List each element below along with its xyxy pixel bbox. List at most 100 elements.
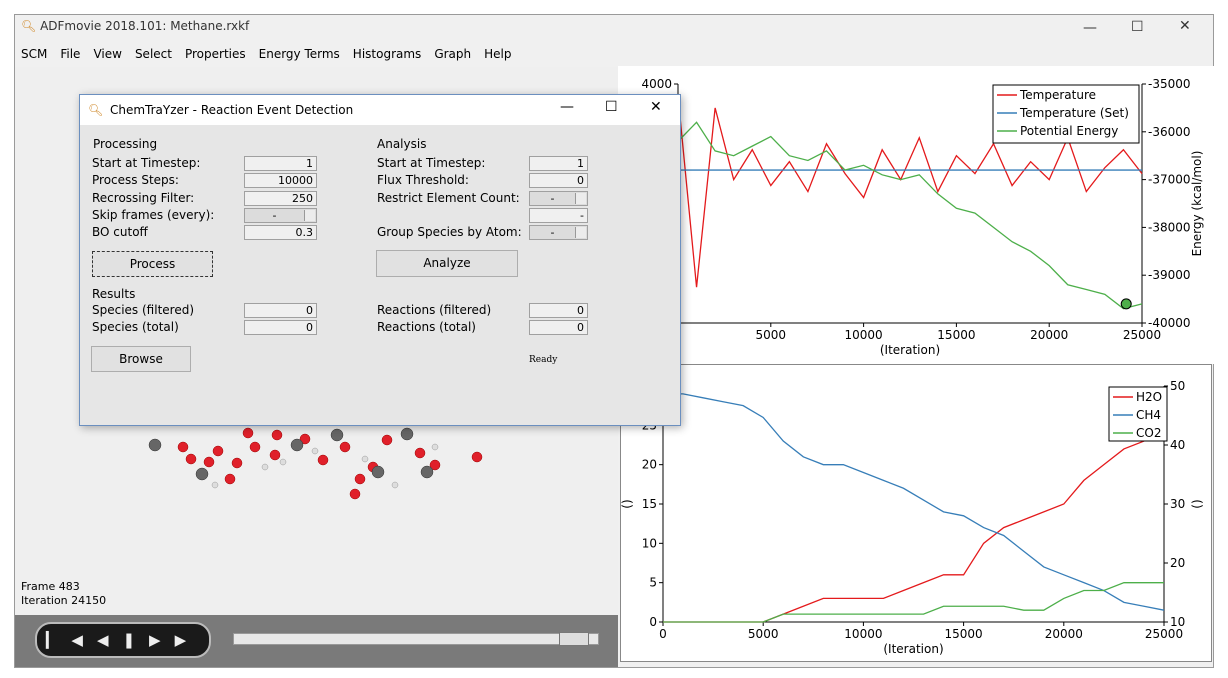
legend-box xyxy=(1108,386,1168,442)
legend-label: Temperature xyxy=(1019,88,1096,102)
x-tick-label: 10000 xyxy=(844,627,882,641)
dialog: 🔍︎ ChemTraYzer - Reaction Event Detectio… xyxy=(79,94,681,426)
y2-tick-label: 10 xyxy=(1170,615,1185,629)
x-tick-label: 20000 xyxy=(1045,627,1083,641)
y2-tick-label: -37000 xyxy=(1148,173,1191,187)
y2-tick-label: -40000 xyxy=(1148,316,1191,330)
iteration-label: Iteration 24150 xyxy=(21,594,107,607)
y2-tick-label: 30 xyxy=(1170,497,1185,511)
legend-label: Potential Energy xyxy=(1020,124,1118,138)
frame-label: Frame 483 xyxy=(21,580,80,593)
legend-label: H2O xyxy=(1136,390,1162,404)
field-input[interactable]: 0 xyxy=(244,320,317,335)
field-label: Flux Threshold: xyxy=(377,173,469,188)
menu-item[interactable]: Energy Terms xyxy=(258,47,340,61)
dialog-title: ChemTraYzer - Reaction Event Detection xyxy=(110,103,354,117)
field-input[interactable]: - xyxy=(244,207,317,223)
window-controls[interactable]: — ☐ ✕ xyxy=(1083,18,1191,36)
y-tick-label: 0 xyxy=(649,615,657,629)
close[interactable]: ✕ xyxy=(650,99,662,115)
y-tick-label: 10 xyxy=(642,536,657,550)
y2-tick-label: -38000 xyxy=(1148,220,1191,234)
window-title-text: ADFmovie 2018.101: Methane.rxkf xyxy=(40,19,250,33)
x-axis-label: (Iteration) xyxy=(883,642,943,656)
section-heading: Processing xyxy=(93,137,158,151)
y2-tick-label: -39000 xyxy=(1148,268,1191,282)
field-label: Process Steps: xyxy=(92,173,179,188)
x-tick-label: 25000 xyxy=(1145,627,1183,641)
series-line xyxy=(663,582,1164,623)
field-label: Recrossing Filter: xyxy=(92,190,195,205)
field-input[interactable]: 0 xyxy=(529,173,588,189)
browse-button[interactable]: Browse xyxy=(91,346,191,372)
field-label: Reactions (filtered) xyxy=(377,303,492,317)
slider-handle[interactable] xyxy=(559,632,589,646)
y2-axis-label: Energy (kcal/mol) xyxy=(1190,151,1204,257)
x-tick-label: 5000 xyxy=(756,328,787,342)
field-input[interactable]: 250 xyxy=(244,190,317,206)
menu-item[interactable]: Help xyxy=(484,47,512,61)
field-label: Restrict Element Count: xyxy=(377,190,520,205)
x-axis-label: (Iteration) xyxy=(880,343,940,357)
timeline-slider[interactable] xyxy=(233,632,599,646)
menu-item[interactable]: Properties xyxy=(184,47,246,61)
series-line xyxy=(677,121,1143,310)
menu-item[interactable]: Histograms xyxy=(352,47,422,61)
molecules xyxy=(148,427,483,500)
playback-controls[interactable]: ▎◀◀❚▶▶ xyxy=(35,622,211,658)
series-line xyxy=(663,432,1165,623)
field-label: Group Species by Atom: xyxy=(377,225,522,240)
menu-item[interactable]: View xyxy=(93,47,122,61)
maximize[interactable]: ☐ xyxy=(605,99,618,115)
field-input[interactable]: - xyxy=(529,207,588,223)
field-label: Start at Timestep: xyxy=(92,156,201,170)
analyze-button[interactable]: Analyze xyxy=(376,250,518,277)
dialog-titlebar: 🔍︎ ChemTraYzer - Reaction Event Detectio… xyxy=(80,95,680,125)
current-marker xyxy=(1120,298,1132,310)
y-tick-label: 5 xyxy=(649,576,657,590)
legend-label: Temperature (Set) xyxy=(1019,106,1129,120)
species-chart: 0500010000150002000025000051015202510203… xyxy=(620,364,1212,662)
x-tick-label: 20000 xyxy=(1030,328,1068,342)
minimize[interactable]: — xyxy=(560,99,574,115)
x-tick-label: 5000 xyxy=(748,627,779,641)
field-input[interactable]: 10000 xyxy=(244,173,317,189)
menu-item[interactable]: SCM xyxy=(21,47,48,61)
section-heading: Analysis xyxy=(377,137,427,151)
y-axis-label: () xyxy=(620,499,634,508)
field-input[interactable]: - xyxy=(529,225,588,241)
player-bar: ▎◀◀❚▶▶ xyxy=(15,615,618,667)
field-input[interactable]: 0.3 xyxy=(244,225,317,241)
window-title: 🔍︎ ADFmovie 2018.101: Methane.rxkf xyxy=(21,19,250,33)
series-line xyxy=(663,393,1165,611)
y2-tick-label: 20 xyxy=(1170,556,1185,570)
menu-item[interactable]: Graph xyxy=(434,47,472,61)
field-input[interactable]: 0 xyxy=(529,303,588,318)
process-button[interactable]: Process xyxy=(92,251,213,277)
menu-bar: SCM File View Select Properties Energy Terms H… xyxy=(21,47,524,61)
field-label: Species (filtered) xyxy=(92,303,195,317)
y2-tick-label: -36000 xyxy=(1148,125,1191,139)
field-label: Species (total) xyxy=(92,320,179,334)
field-input[interactable]: 0 xyxy=(529,320,588,335)
field-label: BO cutoff xyxy=(92,225,148,240)
menu-item[interactable]: Select xyxy=(134,47,172,61)
field-label: Start at Timestep: xyxy=(377,156,486,170)
field-input[interactable]: - xyxy=(529,190,588,206)
field-input[interactable]: 1 xyxy=(244,156,317,171)
y-tick-label: 15 xyxy=(642,497,657,511)
field-input[interactable]: 0 xyxy=(244,303,317,318)
legend-box xyxy=(992,84,1140,144)
legend-label: CH4 xyxy=(1136,408,1161,422)
x-tick-label: 15000 xyxy=(945,627,983,641)
y2-axis-label: () xyxy=(1190,499,1204,508)
field-input[interactable]: 1 xyxy=(529,156,588,171)
y2-tick-label: 40 xyxy=(1170,438,1185,452)
status: Ready xyxy=(529,355,558,365)
y2-tick-label: -35000 xyxy=(1148,77,1191,91)
energy-chart: 5000 10000 15000 20000 25000 4000 -35000 -36000… xyxy=(618,66,1214,364)
menu-item[interactable]: File xyxy=(60,47,81,61)
x-tick-label: 10000 xyxy=(845,328,883,342)
x-tick-label: 15000 xyxy=(937,328,975,342)
